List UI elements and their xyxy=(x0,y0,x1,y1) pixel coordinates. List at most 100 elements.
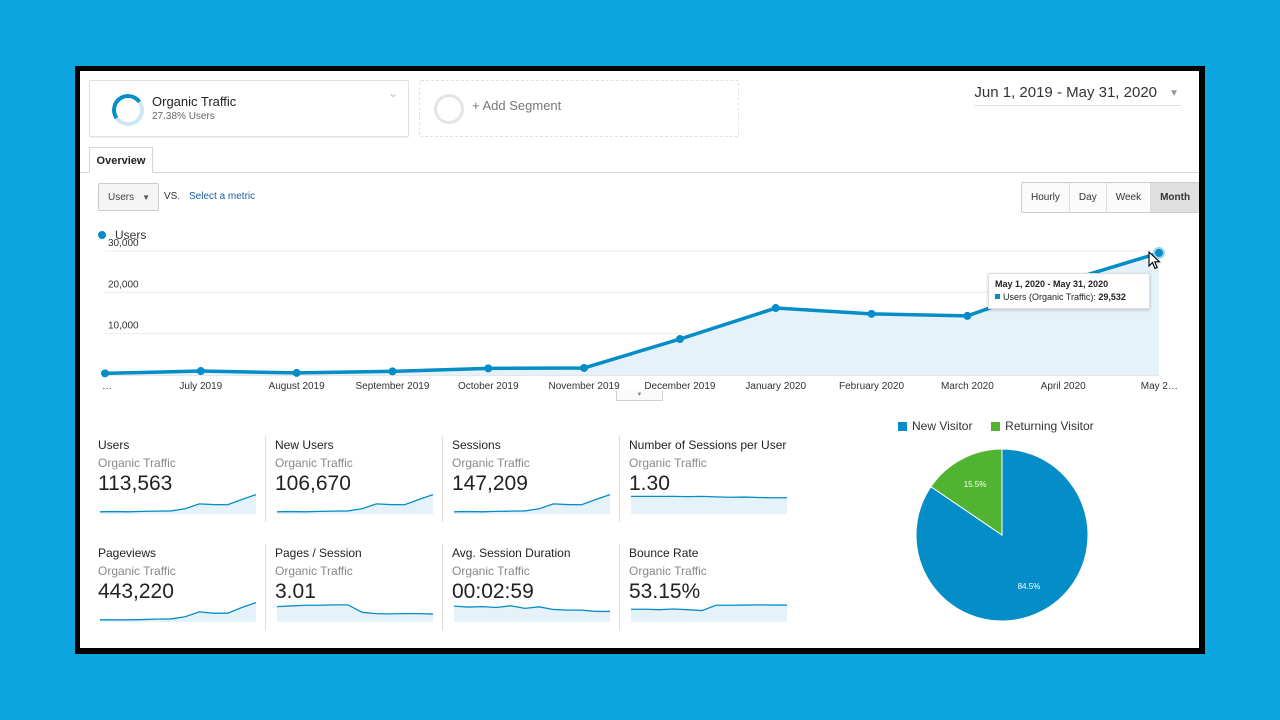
x-tick-label: February 2020 xyxy=(839,381,904,392)
users-data-point[interactable] xyxy=(484,364,493,373)
caret-down-icon: ▼ xyxy=(1169,88,1179,99)
select-metric-link[interactable]: Select a metric xyxy=(189,191,256,202)
scorecard-title: Avg. Session Duration xyxy=(452,546,571,560)
scorecard-value: 3.01 xyxy=(275,580,316,603)
users-area-fill xyxy=(105,252,1159,375)
scorecard-segment: Organic Traffic xyxy=(629,456,707,470)
scorecard[interactable]: Pageviews Organic Traffic 443,220 xyxy=(98,546,266,634)
sparkline-line xyxy=(453,494,611,513)
users-data-point[interactable] xyxy=(196,367,205,376)
scorecard-divider xyxy=(442,436,443,522)
users-data-point[interactable] xyxy=(101,369,109,378)
y-tick-label: 30,000 xyxy=(108,238,139,249)
metric-dropdown[interactable]: Users ▼ xyxy=(98,183,159,211)
date-range-picker[interactable]: Jun 1, 2019 - May 31, 2020 ▼ xyxy=(974,84,1181,106)
pie-slice[interactable] xyxy=(930,448,1003,536)
mouse-pointer-icon xyxy=(1148,251,1161,270)
users-data-point[interactable] xyxy=(292,368,301,377)
users-data-point[interactable] xyxy=(867,309,876,318)
sparkline-line xyxy=(100,602,257,621)
scorecard-segment: Organic Traffic xyxy=(452,564,530,578)
x-tick-label: September 2019 xyxy=(355,381,429,392)
scorecard-segment: Organic Traffic xyxy=(452,456,530,470)
users-data-point[interactable] xyxy=(1153,246,1165,259)
tab-divider xyxy=(80,172,1199,173)
x-tick-label: … xyxy=(102,381,112,392)
sparkline-fill xyxy=(277,494,433,514)
users-data-point[interactable] xyxy=(771,304,780,313)
scorecard-divider xyxy=(265,544,266,630)
x-tick-label: October 2019 xyxy=(458,381,519,392)
legend-swatch-new-visitor xyxy=(898,422,907,431)
pie-legend: New Visitor Returning Visitor xyxy=(898,419,1094,433)
scorecard-title: Bounce Rate xyxy=(629,546,699,560)
tooltip-title: May 1, 2020 - May 31, 2020 xyxy=(995,279,1109,289)
sparkline xyxy=(631,495,787,514)
scorecard[interactable]: Pages / Session Organic Traffic 3.01 xyxy=(275,546,443,634)
sparkline-fill xyxy=(454,605,610,622)
sparkline xyxy=(453,494,611,514)
sparkline-fill xyxy=(100,602,256,622)
scorecard[interactable]: Number of Sessions per User Organic Traff… xyxy=(629,438,797,526)
sparkline xyxy=(99,494,257,514)
hourly-button[interactable]: Hourly xyxy=(1022,183,1070,212)
scorecard[interactable]: Avg. Session Duration Organic Traffic 00:0… xyxy=(452,546,620,634)
scorecard-segment: Organic Traffic xyxy=(98,564,176,578)
scorecard-segment: Organic Traffic xyxy=(275,456,353,470)
scorecard[interactable]: Sessions Organic Traffic 147,209 xyxy=(452,438,620,526)
chevron-down-icon[interactable]: ⌄ xyxy=(388,86,399,100)
users-data-point[interactable] xyxy=(963,311,972,320)
segment-organic-traffic[interactable]: Organic Traffic 27.38% Users ⌄ xyxy=(89,80,409,137)
scorecard-divider xyxy=(265,436,266,522)
x-tick-label: April 2020 xyxy=(1041,381,1086,392)
scorecard[interactable]: Users Organic Traffic 113,563 xyxy=(98,438,266,526)
users-data-point[interactable] xyxy=(388,367,397,376)
sparkline xyxy=(276,604,434,622)
segment-title: Organic Traffic xyxy=(152,94,237,109)
scorecard-value: 106,670 xyxy=(275,472,351,495)
sparkline xyxy=(276,494,434,514)
scorecard-title: Sessions xyxy=(452,438,501,452)
legend-new-visitor[interactable]: New Visitor xyxy=(912,419,973,433)
month-button[interactable]: Month xyxy=(1151,183,1199,212)
scorecard-title: Pageviews xyxy=(98,546,157,560)
scorecard-title: Number of Sessions per User xyxy=(629,438,787,452)
scorecard-value: 443,220 xyxy=(98,580,174,603)
x-tick-label: December 2019 xyxy=(644,381,716,392)
scorecard[interactable]: Bounce Rate Organic Traffic 53.15% xyxy=(629,546,797,634)
caret-down-icon: ▼ xyxy=(142,193,150,202)
sparkline-line xyxy=(276,604,434,615)
sparkline-fill xyxy=(277,604,433,622)
scorecard-title: Users xyxy=(98,438,130,452)
y-tick-label: 10,000 xyxy=(108,321,139,332)
analytics-panel: Organic Traffic 27.38% Users ⌄ + Add Seg… xyxy=(80,71,1199,648)
pie-slice-label: 84.5% xyxy=(1018,582,1041,591)
granularity-buttons: Hourly Day Week Month xyxy=(1021,182,1199,213)
scorecard[interactable]: New Users Organic Traffic 106,670 xyxy=(275,438,443,526)
scorecard-segment: Organic Traffic xyxy=(98,456,176,470)
x-tick-label: August 2019 xyxy=(269,381,326,392)
chart-tooltip: May 1, 2020 - May 31, 2020 Users (Organi… xyxy=(988,273,1150,309)
x-tick-label: May 2… xyxy=(1141,381,1178,392)
add-segment[interactable]: + Add Segment xyxy=(419,80,739,137)
scorecard-segment: Organic Traffic xyxy=(629,564,707,578)
sparkline-line xyxy=(631,495,787,499)
vs-label: VS. xyxy=(164,191,181,202)
scorecard-value: 113,563 xyxy=(98,472,173,495)
sparkline-fill xyxy=(631,496,787,514)
chart-resize-handle[interactable]: ▼ xyxy=(616,391,663,401)
week-button[interactable]: Week xyxy=(1106,183,1152,212)
sparkline-fill xyxy=(631,604,787,622)
add-segment-label: + Add Segment xyxy=(472,98,562,113)
day-button[interactable]: Day xyxy=(1069,183,1107,212)
date-range-label: Jun 1, 2019 - May 31, 2020 xyxy=(974,84,1157,101)
empty-segment-ring-icon xyxy=(434,94,464,124)
users-data-point[interactable] xyxy=(675,335,684,344)
metric-dropdown-label: Users xyxy=(108,192,135,203)
tab-overview[interactable]: Overview xyxy=(89,147,153,173)
chart-legend-users: Users xyxy=(98,228,146,242)
legend-returning-visitor[interactable]: Returning Visitor xyxy=(1005,419,1094,433)
scorecard-title: Pages / Session xyxy=(275,546,362,560)
users-data-point[interactable] xyxy=(580,363,589,372)
tooltip-line: Users (Organic Traffic): 29,532 xyxy=(995,292,1143,302)
